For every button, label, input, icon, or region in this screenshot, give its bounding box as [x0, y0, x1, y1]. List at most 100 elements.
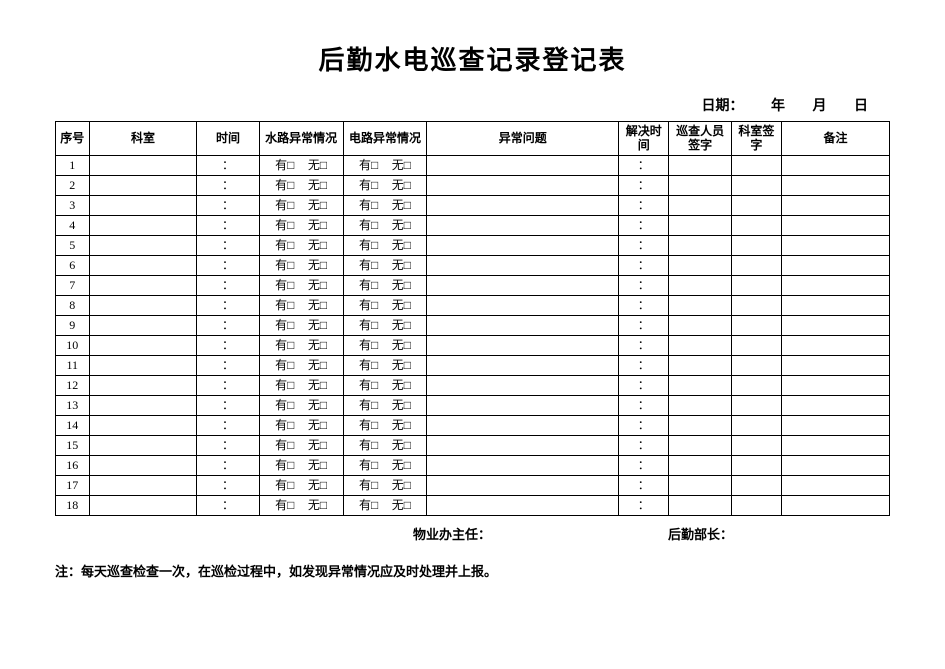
cell-sign1 [669, 396, 731, 416]
cell-dept [89, 456, 197, 476]
cell-solve: ： [619, 316, 669, 336]
th-water: 水路异常情况 [259, 122, 343, 156]
cell-issue [427, 376, 619, 396]
cell-remark [782, 356, 890, 376]
cell-water: 有□无□ [259, 456, 343, 476]
table-row: 5：有□无□有□无□： [56, 236, 890, 256]
cell-solve: ： [619, 476, 669, 496]
cell-water: 有□无□ [259, 316, 343, 336]
cell-sign1 [669, 476, 731, 496]
cell-water: 有□无□ [259, 356, 343, 376]
cell-sign2 [731, 156, 781, 176]
cell-solve: ： [619, 296, 669, 316]
cell-dept [89, 496, 197, 516]
table-row: 15：有□无□有□无□： [56, 436, 890, 456]
date-month: 月 [813, 99, 827, 114]
cell-issue [427, 396, 619, 416]
cell-dept [89, 296, 197, 316]
cell-water: 有□无□ [259, 276, 343, 296]
cell-time: ： [197, 356, 259, 376]
cell-sign1 [669, 196, 731, 216]
cell-dept [89, 256, 197, 276]
cell-sign1 [669, 276, 731, 296]
cell-dept [89, 416, 197, 436]
cell-issue [427, 496, 619, 516]
cell-elec: 有□无□ [343, 216, 427, 236]
cell-time: ： [197, 256, 259, 276]
cell-sign1 [669, 296, 731, 316]
cell-dept [89, 316, 197, 336]
cell-seq: 5 [56, 236, 90, 256]
cell-water: 有□无□ [259, 376, 343, 396]
cell-sign1 [669, 376, 731, 396]
cell-solve: ： [619, 216, 669, 236]
date-label: 日期： [702, 99, 744, 114]
cell-sign2 [731, 496, 781, 516]
cell-solve: ： [619, 276, 669, 296]
cell-elec: 有□无□ [343, 496, 427, 516]
cell-remark [782, 256, 890, 276]
cell-sign2 [731, 376, 781, 396]
cell-sign2 [731, 276, 781, 296]
cell-elec: 有□无□ [343, 396, 427, 416]
footnote: 注：每天巡查检查一次，在巡检过程中，如发现异常情况应及时处理并上报。 [55, 561, 890, 580]
th-inspector: 巡查人员签字 [669, 122, 731, 156]
cell-sign2 [731, 336, 781, 356]
cell-sign1 [669, 316, 731, 336]
cell-sign2 [731, 236, 781, 256]
cell-dept [89, 156, 197, 176]
table-row: 2：有□无□有□无□： [56, 176, 890, 196]
cell-remark [782, 456, 890, 476]
cell-elec: 有□无□ [343, 376, 427, 396]
cell-solve: ： [619, 396, 669, 416]
cell-time: ： [197, 296, 259, 316]
table-row: 10：有□无□有□无□： [56, 336, 890, 356]
cell-dept [89, 216, 197, 236]
cell-seq: 15 [56, 436, 90, 456]
cell-time: ： [197, 396, 259, 416]
table-row: 7：有□无□有□无□： [56, 276, 890, 296]
logistics-signature: 后勤部长： [668, 524, 733, 543]
cell-elec: 有□无□ [343, 156, 427, 176]
cell-issue [427, 356, 619, 376]
cell-issue [427, 216, 619, 236]
cell-dept [89, 356, 197, 376]
cell-elec: 有□无□ [343, 456, 427, 476]
cell-dept [89, 396, 197, 416]
cell-issue [427, 256, 619, 276]
cell-water: 有□无□ [259, 236, 343, 256]
cell-remark [782, 376, 890, 396]
cell-dept [89, 176, 197, 196]
th-issue: 异常问题 [427, 122, 619, 156]
cell-issue [427, 156, 619, 176]
cell-remark [782, 296, 890, 316]
cell-solve: ： [619, 256, 669, 276]
cell-issue [427, 416, 619, 436]
cell-seq: 7 [56, 276, 90, 296]
cell-elec: 有□无□ [343, 336, 427, 356]
cell-issue [427, 196, 619, 216]
cell-time: ： [197, 156, 259, 176]
cell-elec: 有□无□ [343, 296, 427, 316]
cell-sign2 [731, 296, 781, 316]
cell-water: 有□无□ [259, 396, 343, 416]
cell-issue [427, 236, 619, 256]
cell-remark [782, 476, 890, 496]
cell-solve: ： [619, 456, 669, 476]
cell-remark [782, 496, 890, 516]
cell-time: ： [197, 376, 259, 396]
cell-sign1 [669, 356, 731, 376]
table-row: 11：有□无□有□无□： [56, 356, 890, 376]
cell-solve: ： [619, 436, 669, 456]
cell-time: ： [197, 436, 259, 456]
cell-elec: 有□无□ [343, 416, 427, 436]
table-row: 13：有□无□有□无□： [56, 396, 890, 416]
cell-solve: ： [619, 156, 669, 176]
cell-solve: ： [619, 356, 669, 376]
cell-issue [427, 176, 619, 196]
cell-sign2 [731, 456, 781, 476]
cell-solve: ： [619, 236, 669, 256]
table-row: 4：有□无□有□无□： [56, 216, 890, 236]
cell-elec: 有□无□ [343, 276, 427, 296]
cell-water: 有□无□ [259, 296, 343, 316]
